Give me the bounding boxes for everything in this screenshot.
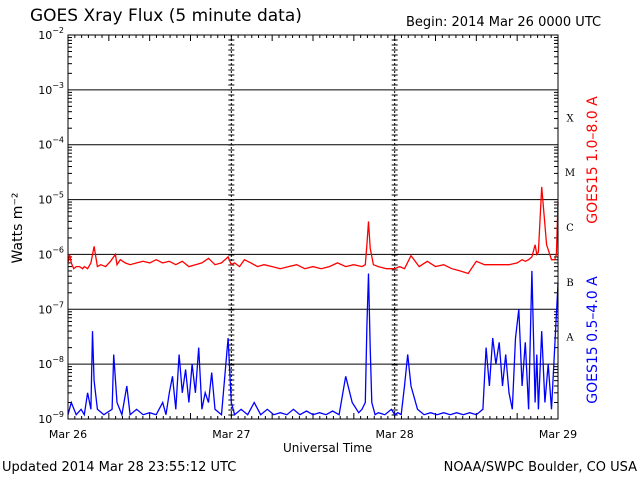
flare-class-label: X	[566, 113, 574, 124]
chart-title: GOES Xray Flux (5 minute data)	[30, 6, 302, 26]
series-layer	[67, 186, 559, 418]
series-line	[67, 186, 559, 275]
flare-class-label: M	[565, 168, 575, 179]
y-tick-label: 10−5	[38, 191, 64, 207]
flare-class-label: C	[566, 223, 574, 234]
series-line	[67, 270, 559, 418]
y-tick-label: 10−6	[38, 245, 64, 261]
x-tick-label: Mar 27	[212, 428, 250, 441]
grid-layer	[68, 34, 558, 419]
flare-class-label: A	[565, 333, 574, 344]
labels-layer: 10−9 10−8 10−7 10−6 10−5 10−4 10−3 10−2 Mar 26 Ma…	[10, 26, 601, 441]
flare-class-label: B	[566, 278, 573, 289]
x-tick-label: Mar 26	[49, 428, 87, 441]
ticks-layer	[67, 35, 559, 419]
begin-time-label: Begin: 2014 Mar 26 0000 UTC	[406, 15, 602, 30]
y-tick-label: 10−2	[38, 26, 64, 42]
y-tick-label: 10−4	[38, 136, 64, 152]
x-axis-label: Universal Time	[283, 441, 373, 455]
y-tick-label: 10−9	[38, 410, 64, 426]
y-tick-label: 10−8	[38, 355, 64, 371]
y-tick-label: 10−3	[38, 81, 64, 97]
plot-frame	[67, 34, 559, 420]
credit-label: NOAA/SWPC Boulder, CO USA	[443, 460, 637, 475]
legend-entry: GOES15 0.5–4.0 A	[585, 276, 601, 404]
updated-timestamp: Updated 2014 Mar 28 23:55:12 UTC	[2, 460, 237, 475]
x-tick-label: Mar 29	[539, 428, 577, 441]
y-tick-label: 10−7	[38, 300, 64, 316]
y-axis-label: Watts m⁻²	[10, 193, 26, 264]
x-tick-label: Mar 28	[376, 428, 414, 441]
legend-entry: GOES15 1.0–8.0 A	[585, 96, 601, 224]
